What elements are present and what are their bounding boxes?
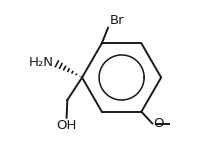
Text: Br: Br (110, 14, 124, 27)
Text: H₂N: H₂N (28, 55, 53, 69)
Text: OH: OH (56, 119, 77, 132)
Text: O: O (153, 117, 164, 130)
